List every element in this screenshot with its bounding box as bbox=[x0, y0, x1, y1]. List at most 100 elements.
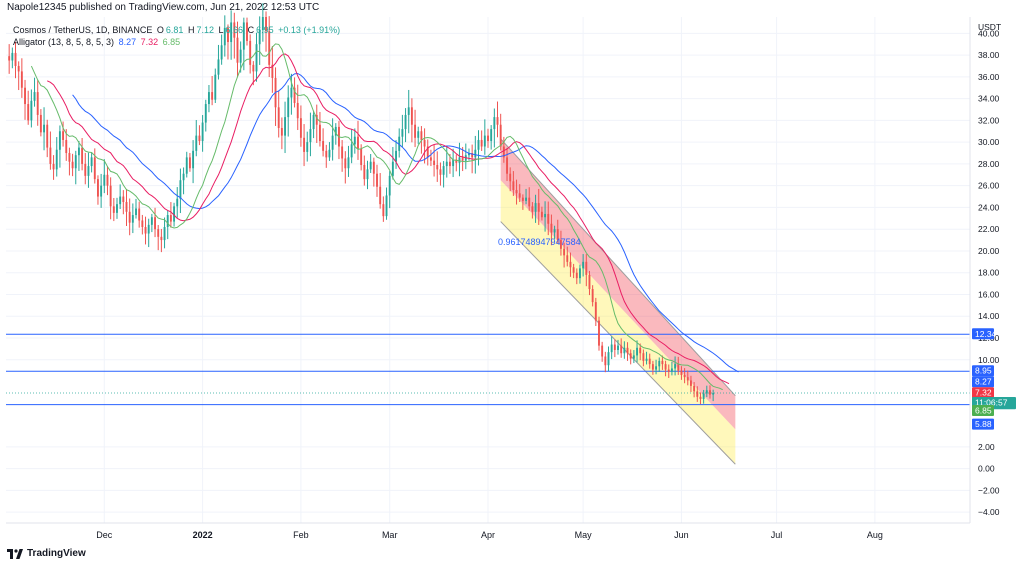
candle-body bbox=[376, 173, 378, 187]
price-tag-text: 5.88 bbox=[975, 419, 992, 429]
candle-body bbox=[629, 353, 632, 359]
candle-body bbox=[90, 157, 93, 167]
candle-body bbox=[230, 22, 233, 43]
brand-name: TradingView bbox=[27, 548, 86, 559]
candle-body bbox=[556, 229, 559, 241]
candle-body bbox=[150, 217, 153, 225]
candle-body bbox=[211, 92, 214, 100]
y-tick-label: 16.00 bbox=[978, 289, 1000, 299]
candle-body bbox=[360, 148, 363, 165]
alligator-lines bbox=[30, 43, 739, 391]
candle-body bbox=[242, 22, 245, 50]
price-tag-level: 8.95 bbox=[972, 365, 994, 377]
candle-body bbox=[636, 347, 638, 356]
y-tick-label: 24.00 bbox=[978, 202, 1000, 212]
candle-body bbox=[683, 375, 686, 378]
publish-header: Napole12345 published on TradingView.com… bbox=[7, 2, 319, 14]
candle-body bbox=[306, 142, 309, 152]
low-label: L bbox=[218, 25, 224, 35]
candle-body bbox=[239, 49, 242, 63]
publish-info: Napole12345 published on TradingView.com… bbox=[7, 2, 320, 13]
candle-body bbox=[131, 215, 134, 223]
candle-body bbox=[661, 360, 664, 365]
x-tick-label: May bbox=[575, 530, 593, 540]
y-tick-label: 34.00 bbox=[978, 94, 1000, 104]
candle-body bbox=[693, 385, 696, 392]
candle-body bbox=[68, 153, 71, 162]
candle-body bbox=[509, 173, 512, 182]
candle-body bbox=[154, 217, 156, 230]
candle-body bbox=[414, 124, 417, 138]
candle-body bbox=[157, 229, 160, 237]
price-tag-bg bbox=[972, 405, 994, 417]
candle-body bbox=[474, 149, 477, 158]
candle-body bbox=[109, 185, 112, 207]
candle-body bbox=[385, 195, 388, 217]
x-tick-label: Jun bbox=[674, 530, 689, 540]
symbol-legend: Cosmos / TetherUS, 1D, BINANCE O 6.81 H 7.… bbox=[13, 25, 342, 36]
candle-body bbox=[401, 129, 404, 137]
candle-body bbox=[112, 206, 115, 213]
candle-body bbox=[43, 124, 46, 133]
candle-body bbox=[303, 137, 306, 152]
candle-body bbox=[689, 380, 692, 386]
candle-body bbox=[588, 274, 591, 290]
candle-body bbox=[623, 347, 626, 354]
candle-body bbox=[613, 344, 616, 350]
change-value: +0.13 (+1.91%) bbox=[278, 25, 341, 35]
candle-body bbox=[14, 52, 17, 66]
close-value: 6.95 bbox=[256, 25, 274, 35]
candle-body bbox=[420, 131, 423, 140]
candle-body bbox=[496, 117, 499, 125]
candle-body bbox=[525, 197, 528, 201]
candle-body bbox=[448, 161, 451, 167]
lips-value: 6.85 bbox=[162, 37, 181, 47]
candle-body bbox=[122, 196, 125, 202]
candle-body bbox=[290, 87, 293, 98]
y-tick-label: 2.00 bbox=[978, 442, 995, 452]
candle-body bbox=[705, 390, 708, 394]
candle-body bbox=[553, 229, 556, 233]
candle-body bbox=[632, 355, 635, 359]
candle-body bbox=[220, 45, 223, 60]
candle-body bbox=[709, 390, 711, 395]
candle-body bbox=[490, 129, 493, 142]
candle-body bbox=[591, 289, 594, 303]
candle-body bbox=[192, 150, 195, 169]
candle-body bbox=[417, 131, 420, 138]
candle-body bbox=[617, 345, 619, 350]
candle-body bbox=[407, 107, 410, 115]
candle-body bbox=[369, 161, 372, 170]
open-value: 6.81 bbox=[165, 25, 184, 35]
candle-body bbox=[185, 157, 188, 174]
tradingview-logo[interactable]: TradingView bbox=[7, 548, 86, 559]
candle-body bbox=[179, 180, 182, 199]
candle-body bbox=[33, 92, 36, 101]
candle-body bbox=[103, 174, 106, 186]
candle-body bbox=[299, 118, 302, 138]
x-tick-label: Feb bbox=[293, 530, 309, 540]
candle-body bbox=[544, 213, 547, 218]
candle-body bbox=[540, 211, 543, 218]
channel-top-line bbox=[500, 138, 736, 397]
candle-body bbox=[119, 196, 122, 205]
candle-body bbox=[528, 197, 531, 207]
price-tag-text: 8.95 bbox=[975, 366, 992, 376]
candle-body bbox=[52, 163, 55, 170]
candle-body bbox=[363, 164, 366, 180]
candle-body bbox=[58, 131, 61, 150]
y-tick-label: 32.00 bbox=[978, 115, 1000, 125]
candle-body bbox=[667, 369, 670, 372]
candle-body bbox=[483, 135, 486, 147]
candle-body bbox=[284, 117, 287, 136]
candle-body bbox=[271, 64, 274, 78]
candle-body bbox=[138, 208, 141, 221]
candle-body bbox=[201, 122, 204, 142]
candle-body bbox=[594, 302, 597, 321]
indicator-name[interactable]: Alligator (13, 8, 5, 8, 5, 3) bbox=[13, 37, 115, 47]
symbol-name[interactable]: Cosmos / TetherUS, 1D, BINANCE bbox=[13, 25, 153, 35]
candle-body bbox=[195, 135, 198, 151]
candle-body bbox=[84, 163, 87, 176]
close-label: C bbox=[247, 25, 255, 35]
